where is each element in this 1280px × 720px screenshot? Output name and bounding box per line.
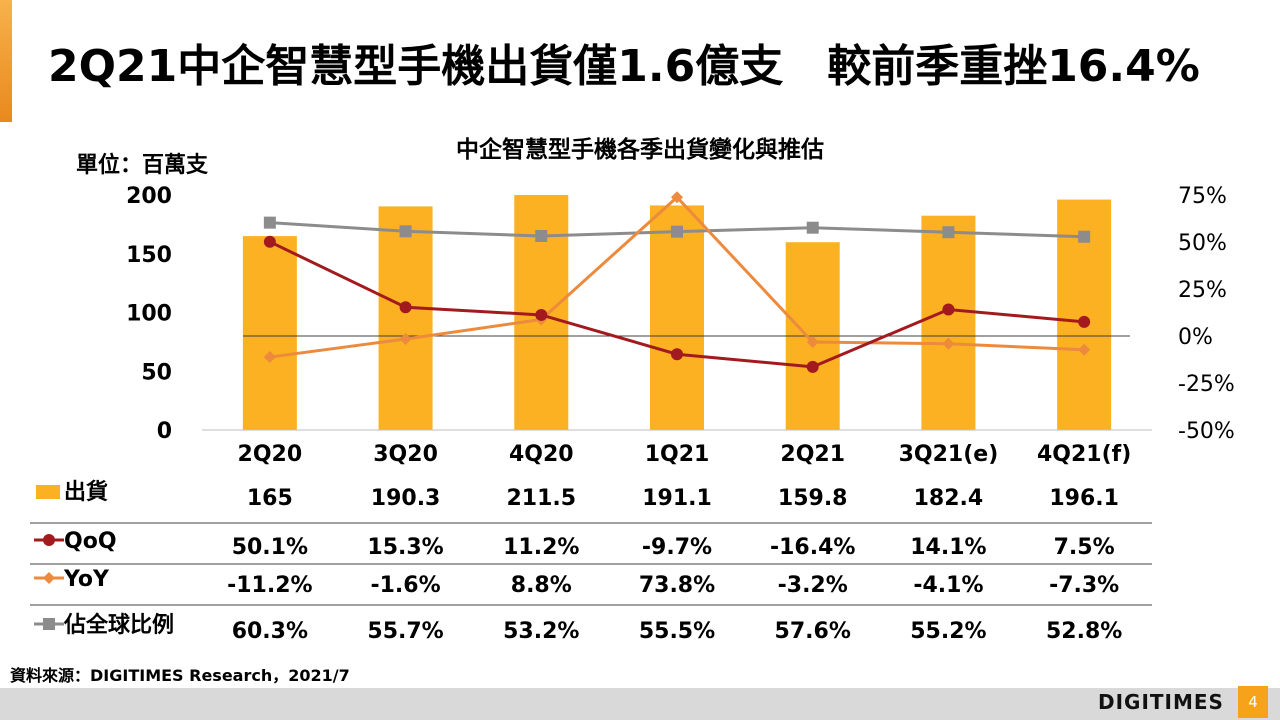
x-category-label: 4Q20: [509, 442, 574, 467]
table-cell: 55.5%: [639, 619, 715, 644]
point-yoy: [671, 191, 683, 204]
bar-shipments: [242, 236, 297, 430]
y-right-tick-label: -50%: [1178, 419, 1235, 444]
point-share: [399, 225, 412, 238]
table-cell: 182.4: [914, 486, 984, 511]
y-right-tick-label: 25%: [1178, 278, 1227, 303]
point-yoy: [942, 337, 955, 350]
point-qoq: [671, 348, 683, 361]
table-cell: 55.2%: [910, 619, 986, 644]
y-right-tick-label: -25%: [1178, 372, 1235, 397]
table-cell: -7.3%: [1049, 573, 1119, 598]
y-left-tick-label: 0: [157, 419, 172, 444]
point-yoy: [263, 351, 276, 364]
point-share: [671, 225, 683, 238]
x-category-label: 1Q21: [645, 442, 710, 467]
table-cell: 14.1%: [910, 535, 986, 560]
y-left-tick-label: 150: [126, 243, 172, 268]
table-cell: 191.1: [642, 486, 712, 511]
table-cell: 60.3%: [232, 619, 308, 644]
point-share: [942, 226, 955, 239]
table-cell: 11.2%: [503, 535, 579, 560]
chart: 0 50 100 150 200 -50% -25% 0% 25% 50% 75% 2Q20 3Q20 4…: [30, 184, 1235, 644]
table-cell: 211.5: [506, 486, 576, 511]
table-cell: 73.8%: [639, 573, 715, 598]
x-category-label: 3Q20: [373, 442, 438, 467]
table-cell: 55.7%: [367, 619, 443, 644]
table-cell: -16.4%: [770, 535, 855, 560]
bar-shipments: [650, 205, 704, 430]
table-cell: -4.1%: [913, 573, 983, 598]
legend-key-marker-share: [43, 618, 55, 630]
point-yoy: [1078, 343, 1091, 356]
table-cell: -1.6%: [370, 573, 440, 598]
point-qoq: [1078, 315, 1091, 328]
y-left-tick-label: 200: [126, 184, 172, 209]
point-share: [1078, 230, 1091, 243]
point-share: [263, 216, 276, 229]
x-category-label: 3Q21(e): [899, 442, 999, 467]
point-qoq: [942, 303, 955, 316]
y-left-tick-label: 50: [141, 360, 172, 385]
legend-label: 出貨: [64, 479, 108, 505]
table-cell: 7.5%: [1054, 535, 1115, 560]
point-share: [806, 221, 819, 234]
table-cell: 52.8%: [1046, 619, 1122, 644]
table-cell: -9.7%: [642, 535, 712, 560]
table-cell: 15.3%: [367, 535, 443, 560]
table-cell: -3.2%: [778, 573, 848, 598]
point-qoq: [263, 235, 276, 248]
x-category-label: 2Q20: [238, 442, 303, 467]
table-cell: -11.2%: [227, 573, 312, 598]
digitimes-logo: DIGITIMES: [1098, 690, 1224, 714]
table-cell: 190.3: [371, 486, 441, 511]
y-left-tick-label: 100: [126, 302, 172, 327]
source-note: 資料來源：DIGITIMES Research，2021/7: [10, 666, 350, 685]
table-cell: 159.8: [778, 486, 848, 511]
legend-key-shipments: [36, 485, 60, 499]
bar-shipments: [921, 215, 976, 430]
point-qoq: [806, 360, 819, 373]
x-category-label: 2Q21: [780, 442, 845, 467]
table-cell: 50.1%: [232, 535, 308, 560]
y-right-tick-label: 50%: [1178, 231, 1227, 256]
point-qoq: [399, 301, 412, 314]
chart-title: 中企智慧型手機各季出貨變化與推估: [456, 137, 824, 163]
table-cell: 196.1: [1049, 486, 1119, 511]
legend-label: YoY: [63, 567, 110, 592]
table-cell: 57.6%: [775, 619, 851, 644]
page-number: 4: [1238, 686, 1268, 718]
table-cell: 53.2%: [503, 619, 579, 644]
point-yoy: [399, 333, 412, 346]
point-qoq: [535, 308, 548, 321]
legend-label: QoQ: [64, 529, 117, 554]
legend-key-marker-yoy: [43, 572, 55, 584]
footer-band: [0, 688, 1280, 720]
legend-label: 佔全球比例: [63, 612, 174, 638]
table-cell: 165: [247, 486, 293, 511]
x-category-label: 4Q21(f): [1037, 442, 1131, 467]
accent-bar: [0, 0, 12, 122]
bar-shipments: [378, 206, 433, 430]
y-right-tick-label: 0%: [1178, 325, 1213, 350]
legend-key-marker-qoq: [43, 534, 55, 546]
table-cell: 8.8%: [511, 573, 572, 598]
slide-title: 2Q21中企智慧型手機出貨僅1.6億支 較前季重挫16.4%: [48, 41, 1200, 92]
unit-label: 單位：百萬支: [76, 153, 209, 178]
point-share: [535, 229, 548, 242]
point-yoy: [806, 336, 819, 349]
y-right-tick-label: 75%: [1178, 184, 1227, 209]
